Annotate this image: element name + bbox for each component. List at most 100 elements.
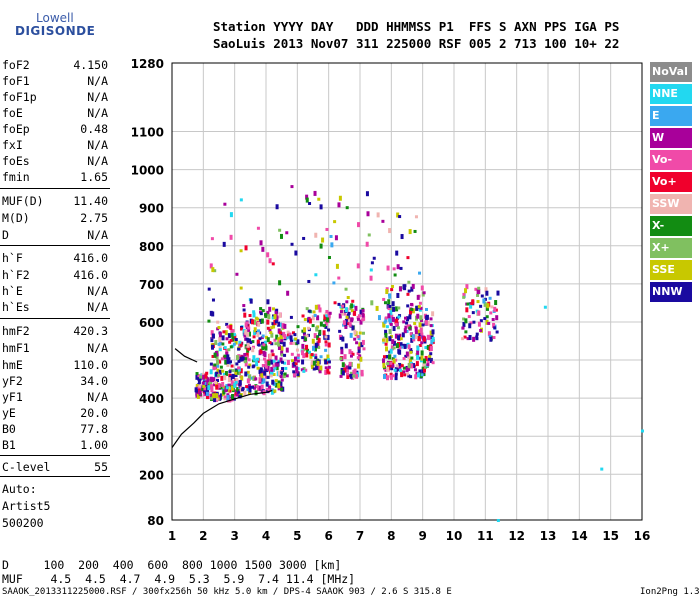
echo-point [409, 309, 413, 315]
echo-point [365, 191, 369, 197]
echo-point [411, 308, 415, 314]
echo-point [234, 374, 238, 378]
echo-point [203, 387, 207, 391]
echo-point [275, 334, 279, 340]
param-row: foF1 N/A [2, 74, 108, 91]
echo-point [346, 374, 350, 380]
echo-point [418, 333, 422, 337]
echo-point [231, 373, 235, 379]
echo-point [420, 355, 424, 361]
echo-point [211, 267, 215, 273]
param-value: N/A [87, 284, 108, 298]
echo-point [367, 233, 371, 237]
echo-point [238, 383, 242, 387]
echo-point [210, 337, 214, 343]
echo-point [238, 340, 242, 344]
echo-point [197, 379, 201, 385]
echo-point [303, 327, 307, 333]
echo-point [276, 321, 280, 327]
echo-point [215, 356, 219, 360]
echo-point [413, 321, 417, 325]
echo-point [330, 242, 334, 248]
echo-point [314, 365, 318, 371]
echo-point [386, 362, 390, 366]
echo-point [419, 327, 423, 333]
echo-point [222, 385, 226, 389]
echo-point [340, 346, 344, 350]
echo-point [417, 372, 421, 378]
echo-point [361, 331, 365, 335]
echo-point [431, 311, 435, 317]
param-name: B1 [2, 438, 16, 452]
echo-point [301, 359, 305, 365]
echo-point [292, 371, 296, 377]
echo-point [220, 375, 224, 381]
echo-point [247, 358, 251, 362]
echo-point [311, 324, 315, 328]
echo-point [354, 305, 358, 311]
echo-point [408, 326, 412, 330]
echo-point [302, 369, 306, 373]
echo-point [322, 324, 326, 328]
echo-point [235, 393, 239, 397]
echo-point [273, 366, 277, 370]
echo-point [394, 333, 398, 339]
echo-point [280, 360, 284, 364]
param-name: yE [2, 406, 16, 420]
echo-point [209, 369, 213, 375]
legend-item: E [650, 106, 692, 126]
echo-point [290, 352, 294, 356]
echo-point [348, 349, 352, 355]
echo-point [266, 299, 270, 305]
echo-point [262, 343, 266, 347]
echo-point [468, 335, 472, 341]
echo-point [431, 336, 435, 342]
echo-point [416, 294, 420, 300]
echo-point [382, 358, 386, 364]
echo-point [415, 371, 419, 375]
echo-point [391, 301, 395, 307]
echo-point [425, 314, 429, 320]
echo-point [641, 429, 644, 433]
echo-point [381, 219, 385, 223]
echo-point [383, 320, 387, 324]
echo-point [393, 354, 397, 358]
echo-point [353, 337, 357, 341]
echo-point [266, 375, 270, 379]
echo-point [258, 337, 262, 341]
param-row: h`Es N/A [2, 300, 108, 317]
param-name: fmin [2, 170, 30, 184]
echo-point [223, 356, 227, 360]
echo-point [394, 358, 398, 362]
echo-point [269, 374, 273, 378]
echo-point [399, 337, 403, 341]
echo-point [407, 344, 411, 350]
echo-point [488, 334, 492, 338]
panel-separator [0, 318, 110, 319]
echo-point [260, 373, 264, 379]
echo-point [387, 293, 391, 297]
echo-point [345, 300, 349, 304]
echo-point [237, 366, 241, 370]
echo-point [237, 370, 241, 376]
echo-point [288, 332, 292, 336]
echo-point [493, 326, 497, 330]
echo-point [262, 378, 266, 384]
echo-point [463, 335, 467, 339]
echo-point [339, 357, 343, 361]
y-tick-label: 1100 [131, 126, 164, 140]
echo-point [543, 305, 547, 309]
echo-point [279, 375, 283, 379]
echo-point [327, 371, 331, 375]
echo-point [223, 202, 227, 206]
echo-point [388, 316, 392, 322]
echo-point [218, 369, 222, 375]
echo-point [267, 314, 271, 320]
param-name: B0 [2, 422, 16, 436]
param-name: h`F2 [2, 268, 30, 282]
echo-point [248, 389, 252, 393]
echo-point [406, 292, 410, 296]
echo-point [405, 351, 409, 357]
param-name: MUF(D) [2, 194, 44, 208]
echo-point [407, 280, 411, 284]
